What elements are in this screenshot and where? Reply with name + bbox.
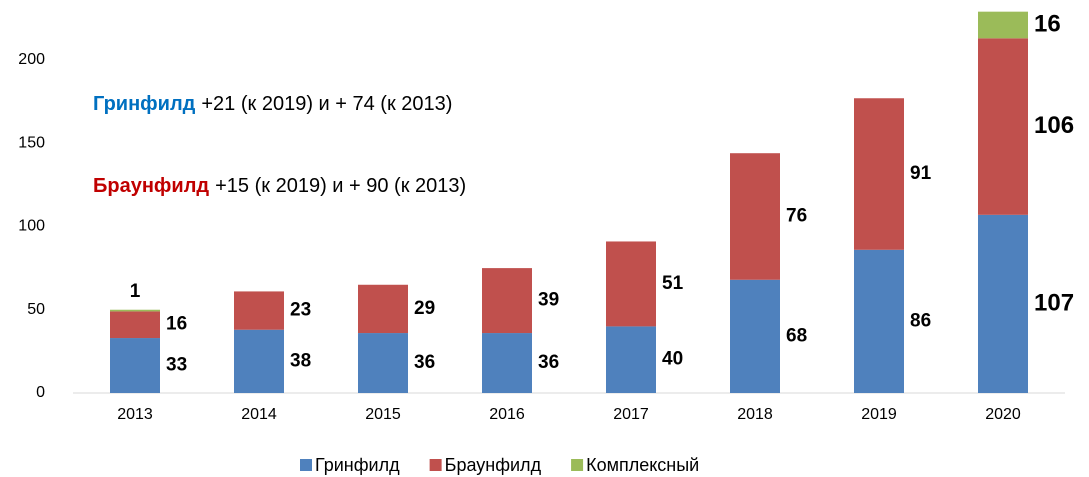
bar-segment bbox=[730, 153, 780, 280]
data-label: 23 bbox=[290, 300, 311, 321]
annotation-highlight: Браунфилд bbox=[93, 175, 209, 197]
x-tick-label: 2014 bbox=[241, 406, 277, 423]
data-label: 40 bbox=[662, 349, 683, 370]
data-label: 16 bbox=[1034, 10, 1061, 37]
data-label: 1 bbox=[130, 281, 141, 302]
y-tick-label: 100 bbox=[18, 218, 45, 235]
bar-segment bbox=[730, 279, 780, 393]
data-label: 36 bbox=[414, 352, 435, 373]
y-tick-label: 150 bbox=[18, 134, 45, 151]
y-tick-label: 50 bbox=[27, 301, 45, 318]
data-label: 36 bbox=[538, 352, 559, 373]
data-label: 91 bbox=[910, 163, 932, 184]
data-label: 107 bbox=[1034, 289, 1074, 316]
data-label: 68 bbox=[786, 325, 807, 346]
x-tick-label: 2016 bbox=[489, 406, 525, 423]
bar-segment bbox=[234, 329, 284, 393]
bar-segment bbox=[854, 249, 904, 393]
bar-segment bbox=[482, 333, 532, 393]
annotation: Гринфилд +21 (к 2019) и + 74 (к 2013) bbox=[93, 93, 452, 115]
bar-segment bbox=[606, 241, 656, 327]
bar-segment bbox=[358, 284, 408, 334]
legend-swatch bbox=[429, 459, 442, 471]
x-tick-label: 2015 bbox=[365, 406, 401, 423]
bar-segment bbox=[978, 38, 1028, 215]
bar-segment bbox=[234, 291, 284, 330]
data-label: 29 bbox=[414, 298, 435, 319]
legend-label: Браунфилд bbox=[445, 455, 542, 475]
annotation-highlight: Гринфилд bbox=[93, 93, 196, 115]
x-tick-label: 2017 bbox=[613, 406, 649, 423]
bar-segment bbox=[110, 311, 160, 339]
data-label: 106 bbox=[1034, 112, 1074, 139]
data-label: 39 bbox=[538, 290, 559, 311]
legend-label: Комплексный bbox=[586, 455, 699, 475]
x-tick-label: 2013 bbox=[117, 406, 153, 423]
annotation-text: +15 (к 2019) и + 90 (к 2013) bbox=[215, 175, 466, 197]
legend-swatch bbox=[300, 459, 312, 471]
bar-segment bbox=[854, 98, 904, 250]
annotation: Браунфилд +15 (к 2019) и + 90 (к 2013) bbox=[93, 175, 466, 197]
bar-segment bbox=[978, 11, 1028, 39]
data-label: 86 bbox=[910, 310, 931, 331]
data-label: 51 bbox=[662, 273, 684, 294]
y-tick-label: 0 bbox=[36, 384, 45, 401]
x-tick-label: 2020 bbox=[985, 406, 1021, 423]
data-label: 76 bbox=[786, 206, 807, 227]
bar-segment bbox=[978, 214, 1028, 393]
x-tick-label: 2019 bbox=[861, 406, 897, 423]
x-tick-label: 2018 bbox=[737, 406, 773, 423]
legend-swatch bbox=[571, 459, 584, 471]
bar-segment bbox=[110, 338, 160, 393]
bar-segment bbox=[358, 333, 408, 393]
annotation-text: +21 (к 2019) и + 74 (к 2013) bbox=[201, 93, 452, 115]
bar-segment bbox=[606, 326, 656, 393]
legend-label: Гринфилд bbox=[315, 455, 400, 475]
data-label: 16 bbox=[166, 314, 187, 335]
bar-segment bbox=[482, 268, 532, 334]
bar-segment bbox=[110, 309, 160, 312]
data-label: 38 bbox=[290, 350, 311, 371]
data-label: 33 bbox=[166, 355, 187, 376]
y-tick-label: 200 bbox=[18, 51, 45, 68]
